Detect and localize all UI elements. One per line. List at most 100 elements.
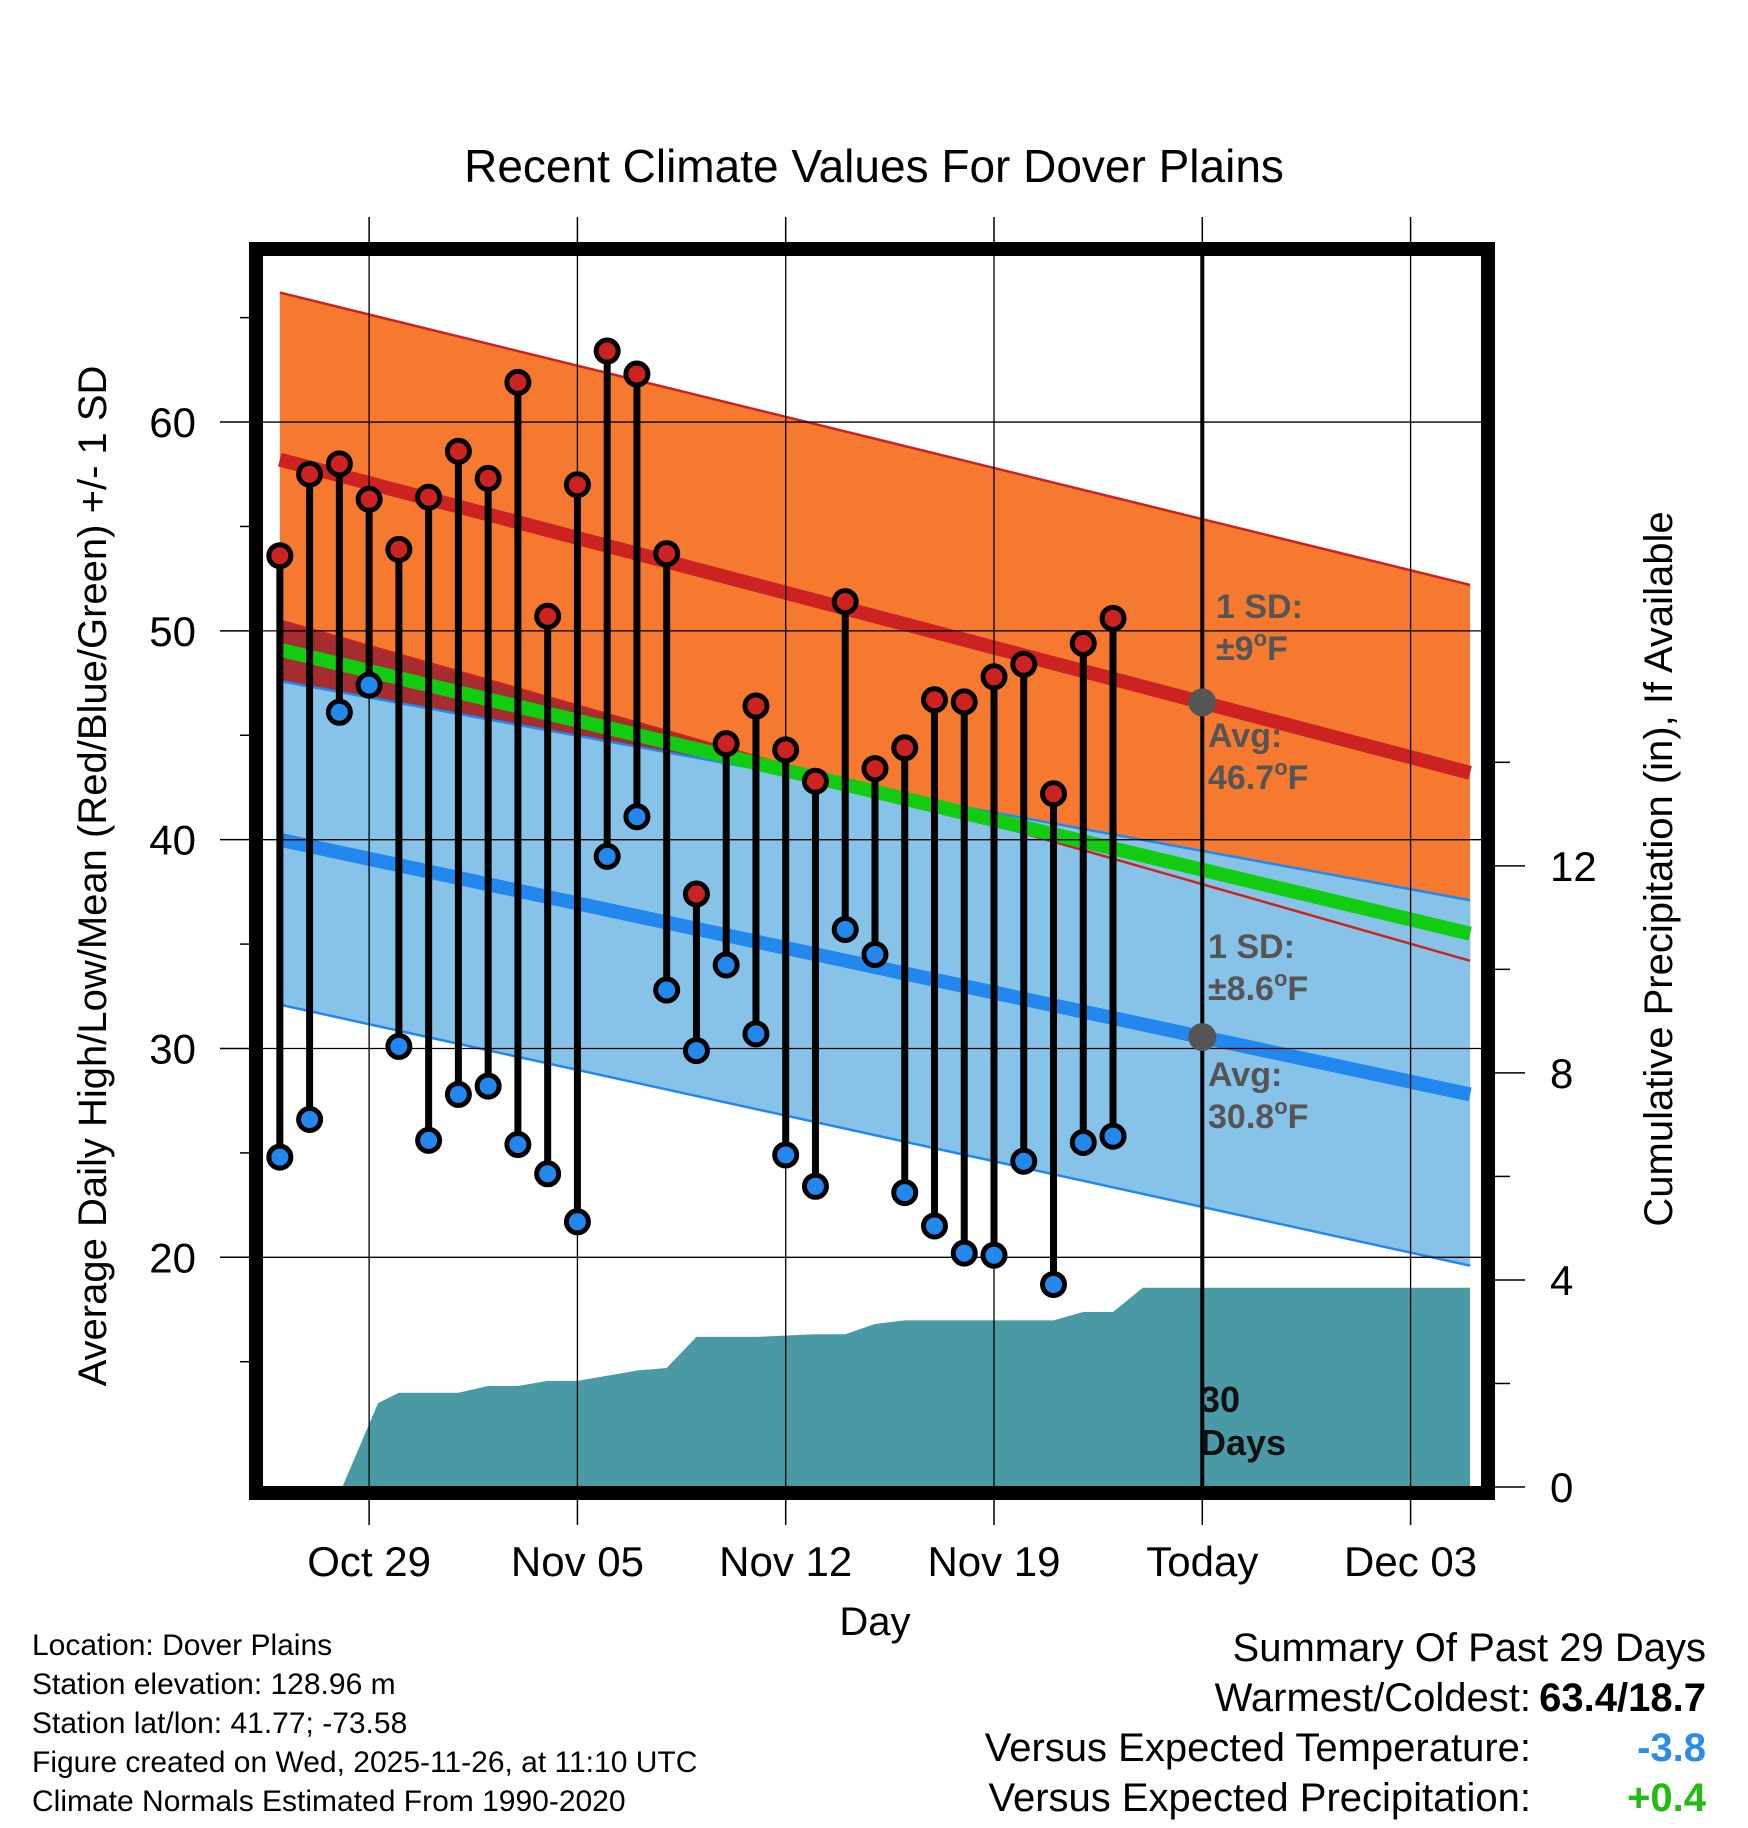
x-axis-label: Day — [839, 1600, 910, 1644]
high-sd-title: 1 SD: — [1216, 588, 1303, 626]
low-marker — [534, 1160, 562, 1188]
y-left-tick-label: 30 — [149, 1025, 196, 1072]
temp-anomaly-value: -3.8 — [1637, 1726, 1706, 1770]
high-marker — [266, 542, 294, 570]
low-marker — [1069, 1128, 1097, 1156]
precip-anomaly-label: Versus Expected Precipitation: — [988, 1776, 1531, 1820]
low-avg-value: 30.8oF — [1208, 1094, 1308, 1136]
low-marker — [623, 803, 651, 831]
high-marker — [1099, 604, 1127, 632]
low-marker — [861, 941, 889, 969]
y-axis-right-label: Cumulative Precipitation (in), If Availa… — [1637, 511, 1681, 1226]
low-marker — [385, 1032, 413, 1060]
summary-panel: Summary Of Past 29 Days Warmest/Coldest:… — [985, 1623, 1706, 1823]
high-marker — [980, 663, 1008, 691]
normals-source: Climate Normals Estimated From 1990-2020 — [32, 1785, 626, 1818]
station-info: Location: Dover Plains Station elevation… — [32, 1626, 697, 1821]
x-tick-label: Oct 29 — [307, 1538, 431, 1585]
precip-anomaly-value: +0.4 — [1627, 1776, 1706, 1820]
high-marker — [742, 692, 770, 720]
low-marker — [444, 1080, 472, 1108]
days-count: 30 — [1200, 1379, 1240, 1420]
high-marker — [534, 602, 562, 630]
high-marker — [1040, 780, 1068, 808]
x-tick-label: Nov 05 — [511, 1538, 644, 1585]
high-marker — [801, 767, 829, 795]
high-upper-line — [279, 291, 1471, 587]
low-marker — [266, 1143, 294, 1171]
y-left-tick-label: 20 — [149, 1234, 196, 1281]
low-avg-label: Avg: — [1208, 1056, 1282, 1094]
plot-frame — [249, 242, 1495, 1500]
high-marker — [861, 755, 889, 783]
x-tick-label: Dec 03 — [1344, 1538, 1477, 1585]
high-marker — [593, 337, 621, 365]
high-marker — [474, 464, 502, 492]
high-marker — [920, 686, 948, 714]
low-marker — [772, 1141, 800, 1169]
temp-anomaly-label: Versus Expected Temperature: — [984, 1726, 1531, 1770]
low-marker — [682, 1037, 710, 1065]
high-marker — [415, 483, 443, 511]
y-right-tick-label: 8 — [1550, 1050, 1573, 1097]
y-left-tick-label: 40 — [149, 817, 196, 864]
summary-precip-row: Versus Expected Precipitation: +0.4 — [985, 1773, 1706, 1823]
low-marker — [593, 842, 621, 870]
low-sd-title: 1 SD: — [1208, 928, 1295, 966]
high-marker — [1010, 650, 1038, 678]
precipitation-area — [279, 1287, 1471, 1487]
high-marker — [891, 734, 919, 762]
low-marker — [712, 951, 740, 979]
chart-title: Recent Climate Values For Dover Plains — [464, 140, 1284, 192]
high-marker — [296, 460, 324, 488]
low-marker — [831, 915, 859, 943]
high-mean-line — [278, 452, 1472, 780]
y-right-tick-label: 4 — [1550, 1257, 1573, 1304]
low-marker — [325, 698, 353, 726]
low-marker — [801, 1172, 829, 1200]
low-marker — [1040, 1270, 1068, 1298]
high-marker — [1069, 629, 1097, 657]
high-marker — [653, 540, 681, 568]
high-marker — [444, 437, 472, 465]
high-marker — [950, 688, 978, 716]
warmest-label: Warmest/Coldest: — [1214, 1676, 1531, 1720]
x-tick-label: Nov 19 — [927, 1538, 1060, 1585]
station-elevation: Station elevation: 128.96 m — [32, 1668, 396, 1701]
low-marker — [474, 1072, 502, 1100]
low-marker — [1010, 1147, 1038, 1175]
low-marker — [742, 1020, 770, 1048]
y-axis-left-label: Average Daily High/Low/Mean (Red/Blue/Gr… — [71, 366, 115, 1387]
high-marker — [563, 471, 591, 499]
y-right-tick-label: 12 — [1550, 843, 1597, 890]
high-marker — [355, 485, 383, 513]
low-marker — [415, 1126, 443, 1154]
station-latlon: Station lat/lon: 41.77; -73.58 — [32, 1707, 408, 1740]
today-low-avg-marker — [1188, 1023, 1217, 1052]
high-marker — [831, 588, 859, 616]
high-marker — [623, 360, 651, 388]
axes: Oct 29 Nov 05 Nov 12 Nov 19 Today Dec 03 20 30 4… — [149, 217, 1597, 1585]
low-marker — [1099, 1122, 1127, 1150]
high-marker — [772, 736, 800, 764]
high-sd-value: ±9oF — [1216, 626, 1288, 668]
high-marker — [385, 535, 413, 563]
low-marker — [504, 1131, 532, 1159]
low-marker — [355, 671, 383, 699]
summary-warmest-row: Warmest/Coldest: 63.4/18.7 — [985, 1673, 1706, 1723]
low-marker — [296, 1105, 324, 1133]
observations — [266, 255, 1217, 1487]
high-marker — [682, 880, 710, 908]
high-avg-value: 46.7oF — [1208, 755, 1308, 797]
high-avg-label: Avg: — [1208, 717, 1282, 755]
y-right-tick-label: 0 — [1550, 1464, 1573, 1511]
days-word: Days — [1200, 1422, 1286, 1463]
low-marker — [920, 1212, 948, 1240]
summary-temp-row: Versus Expected Temperature: -3.8 — [985, 1723, 1706, 1773]
low-sd-value: ±8.6oF — [1208, 966, 1308, 1008]
low-marker — [653, 976, 681, 1004]
today-high-avg-marker — [1188, 688, 1217, 717]
y-left-tick-label: 60 — [149, 399, 196, 446]
